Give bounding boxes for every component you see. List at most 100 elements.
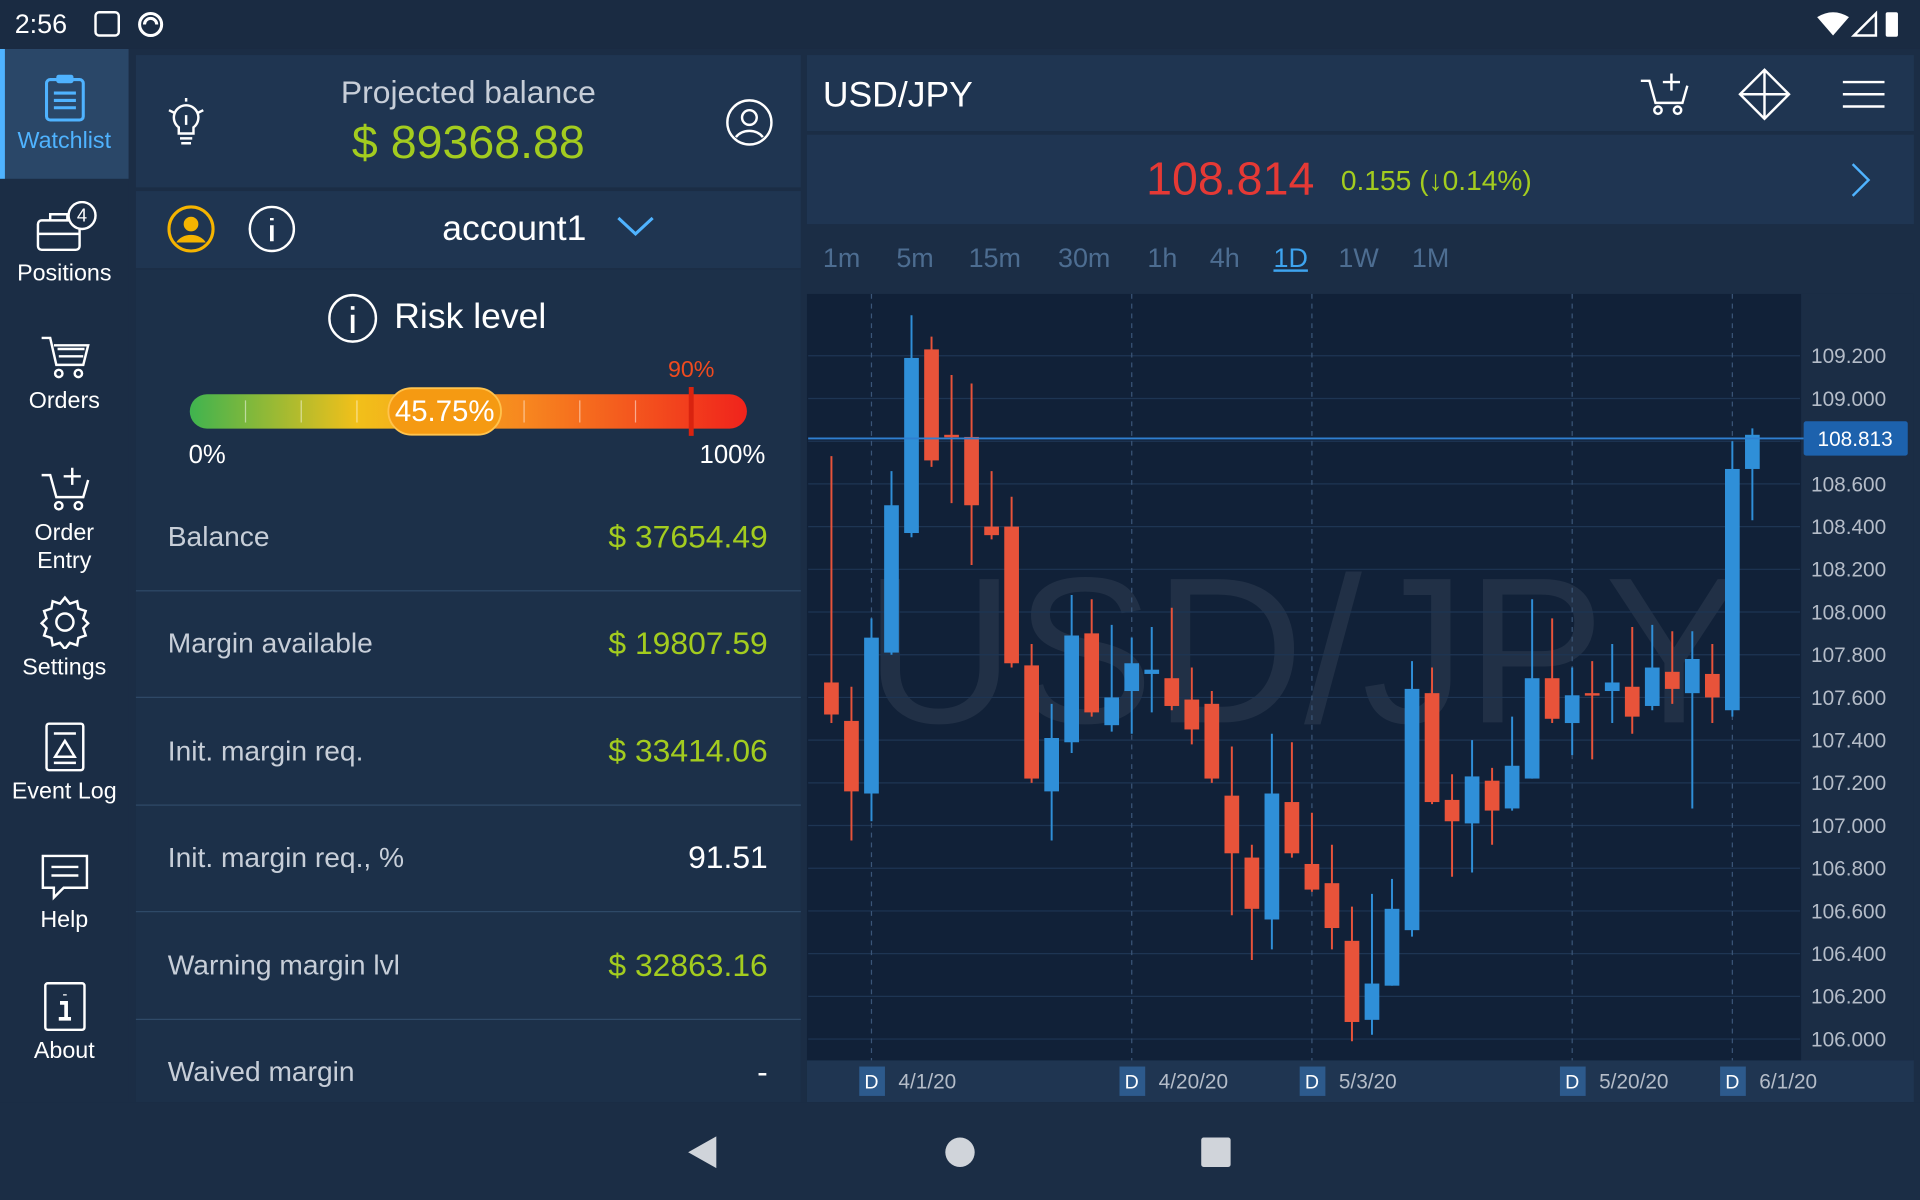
candle-body bbox=[1524, 678, 1540, 779]
icon bbox=[39, 594, 90, 649]
metric-row: Margin available $ 19807.59 bbox=[135, 591, 801, 699]
timeframe[interactable]: 5m bbox=[896, 242, 934, 274]
candle-body bbox=[1384, 908, 1400, 986]
timeframe[interactable]: 15m bbox=[968, 242, 1021, 274]
candle-body bbox=[1725, 468, 1740, 711]
candle-body bbox=[1584, 693, 1600, 696]
metric-row: Balance $ 37654.49 bbox=[135, 484, 801, 592]
current-price-label: 108.813 bbox=[1818, 428, 1893, 451]
timeframe[interactable]: 1M bbox=[1411, 242, 1450, 274]
tips-icon[interactable] bbox=[167, 97, 206, 147]
profile-icon[interactable] bbox=[725, 98, 774, 147]
active-indicator bbox=[0, 48, 5, 179]
candle-body bbox=[844, 720, 859, 792]
nav-settings[interactable]: Settings bbox=[0, 568, 129, 703]
candle-body bbox=[1184, 699, 1200, 730]
metric-label: Warning margin lvl bbox=[167, 948, 400, 981]
system-buttons[interactable] bbox=[661, 1120, 1261, 1181]
menu-icon[interactable] bbox=[1842, 78, 1886, 110]
metric-label: Waived margin bbox=[167, 1055, 355, 1088]
candle-body bbox=[1044, 737, 1059, 792]
candle-body bbox=[1144, 669, 1160, 674]
candle-body bbox=[864, 637, 879, 794]
nav-about[interactable]: About bbox=[0, 958, 129, 1088]
metric-value: $ 32863.16 bbox=[608, 946, 768, 983]
candle-body bbox=[1544, 678, 1560, 719]
icon bbox=[44, 74, 85, 121]
metric-row: Init. margin req., % 91.51 bbox=[135, 805, 801, 913]
timeframe[interactable]: 4h bbox=[1209, 242, 1240, 274]
date-marker: D bbox=[1305, 1072, 1319, 1094]
candle-body bbox=[1604, 682, 1620, 692]
icon bbox=[41, 336, 90, 378]
metric-label: Init. margin req., % bbox=[167, 841, 405, 874]
gauge-max: 100% bbox=[700, 441, 766, 469]
y-tick-label: 107.800 bbox=[1811, 644, 1886, 667]
nav-orders[interactable]: Orders bbox=[0, 309, 129, 439]
y-tick-label: 107.600 bbox=[1811, 687, 1886, 710]
nav-label: Help bbox=[40, 906, 89, 933]
nav-help[interactable]: Help bbox=[0, 828, 129, 958]
nav-positions[interactable]: 4 Positions bbox=[0, 179, 129, 309]
date-marker: D bbox=[1125, 1072, 1139, 1094]
nav-label: Orders bbox=[28, 387, 100, 414]
x-tick-label: 4/1/20 bbox=[898, 1071, 956, 1094]
account-name[interactable]: account1 bbox=[442, 209, 587, 249]
status-icons bbox=[94, 11, 164, 38]
account-icon bbox=[167, 205, 215, 253]
nav-watchlist[interactable]: Watchlist bbox=[0, 48, 129, 179]
candle-body bbox=[1104, 697, 1120, 726]
y-tick-label: 108.000 bbox=[1811, 601, 1886, 624]
candle-body bbox=[1004, 526, 1019, 664]
plot-area bbox=[806, 293, 1802, 1061]
candle-body bbox=[824, 682, 839, 715]
nav-event-log[interactable]: Event Log bbox=[0, 698, 129, 828]
candle-body bbox=[964, 436, 979, 506]
account-dropdown[interactable] bbox=[616, 214, 655, 238]
candle-body bbox=[1464, 776, 1480, 824]
date-marker-box bbox=[1119, 1066, 1146, 1096]
crosshair-icon[interactable] bbox=[1738, 67, 1792, 121]
y-tick-label: 108.600 bbox=[1811, 473, 1886, 496]
order-cart-icon[interactable] bbox=[1638, 71, 1692, 118]
nav-label: Watchlist bbox=[17, 127, 112, 154]
balance-header bbox=[135, 55, 801, 188]
date-marker: D bbox=[1565, 1072, 1579, 1094]
date-marker-box bbox=[1559, 1066, 1586, 1096]
last-price: 108.814 bbox=[1146, 154, 1315, 206]
candle-body bbox=[944, 434, 959, 438]
y-tick-label: 108.400 bbox=[1811, 516, 1886, 539]
current-price-box bbox=[1803, 421, 1908, 456]
timeframe[interactable]: 1D bbox=[1273, 242, 1308, 274]
status-system-icons bbox=[1817, 10, 1898, 37]
metric-row: Init. margin req. $ 33414.06 bbox=[135, 698, 801, 806]
candle-body bbox=[1484, 780, 1500, 811]
gauge-min: 0% bbox=[189, 441, 226, 469]
timeframe[interactable]: 1m bbox=[822, 242, 861, 274]
candle-body bbox=[1684, 658, 1700, 694]
status-time: 2:56 bbox=[14, 8, 68, 40]
candle-body bbox=[1304, 863, 1320, 890]
timeframe[interactable]: 30m bbox=[1057, 242, 1111, 274]
risk-info-icon[interactable] bbox=[327, 293, 378, 344]
status-bar bbox=[0, 0, 1920, 49]
metric-row: Waived margin - bbox=[136, 1019, 801, 1126]
risk-thumb bbox=[387, 387, 502, 436]
metric-value: $ 37654.49 bbox=[608, 517, 768, 555]
risk-gauge: 90% 45.75% 0% 100% bbox=[189, 356, 766, 469]
candle-body bbox=[1164, 678, 1180, 706]
nav-order-entry[interactable]: Order Entry bbox=[0, 438, 129, 585]
y-tick-label: 106.400 bbox=[1811, 943, 1886, 966]
date-marker-box bbox=[1299, 1066, 1326, 1096]
nav-badge: 4 bbox=[76, 204, 86, 225]
date-marker: D bbox=[1725, 1072, 1739, 1094]
candle-body bbox=[1444, 799, 1460, 822]
info-icon[interactable] bbox=[247, 204, 296, 253]
timeframe[interactable]: 1W bbox=[1338, 242, 1379, 274]
x-tick-label: 5/20/20 bbox=[1599, 1071, 1668, 1094]
y-tick-label: 109.000 bbox=[1811, 388, 1886, 411]
metric-row: Warning margin lvl $ 32863.16 bbox=[135, 912, 801, 1020]
quote-arrow[interactable] bbox=[1849, 162, 1873, 199]
timeframe[interactable]: 1h bbox=[1147, 242, 1178, 274]
